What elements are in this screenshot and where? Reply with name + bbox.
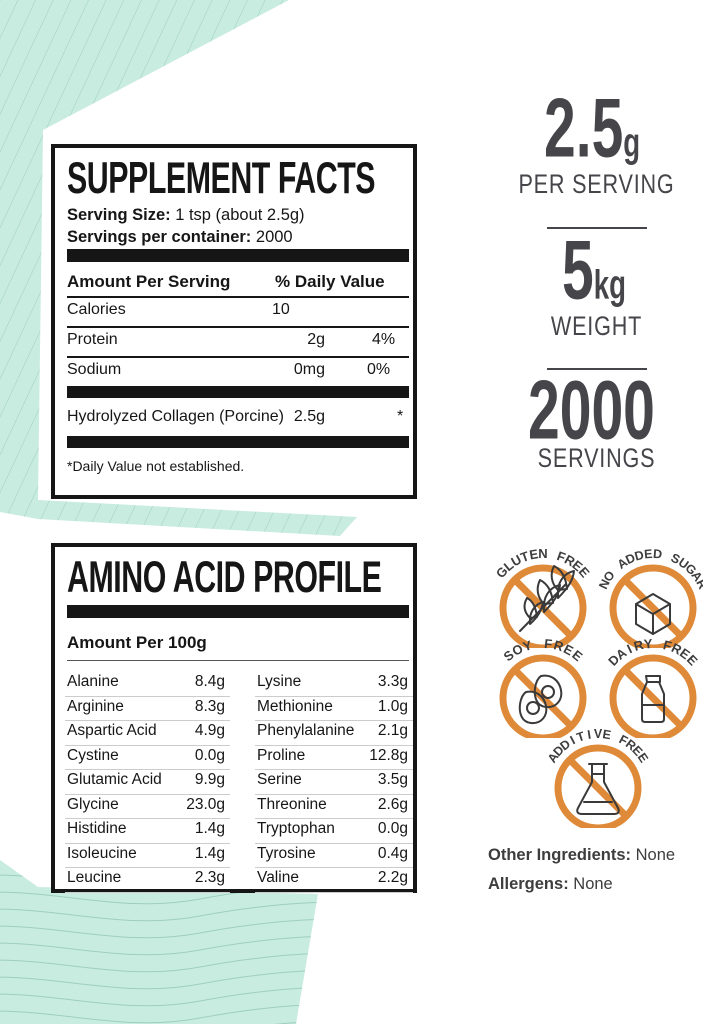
svg-text:F: F [544, 636, 553, 652]
svg-text:E: E [602, 727, 613, 742]
svg-text:N: N [538, 546, 547, 561]
svg-text:I: I [586, 728, 592, 742]
svg-text:Y: Y [643, 636, 653, 652]
svg-text:T: T [575, 729, 587, 745]
svg-text:D: D [653, 547, 663, 562]
